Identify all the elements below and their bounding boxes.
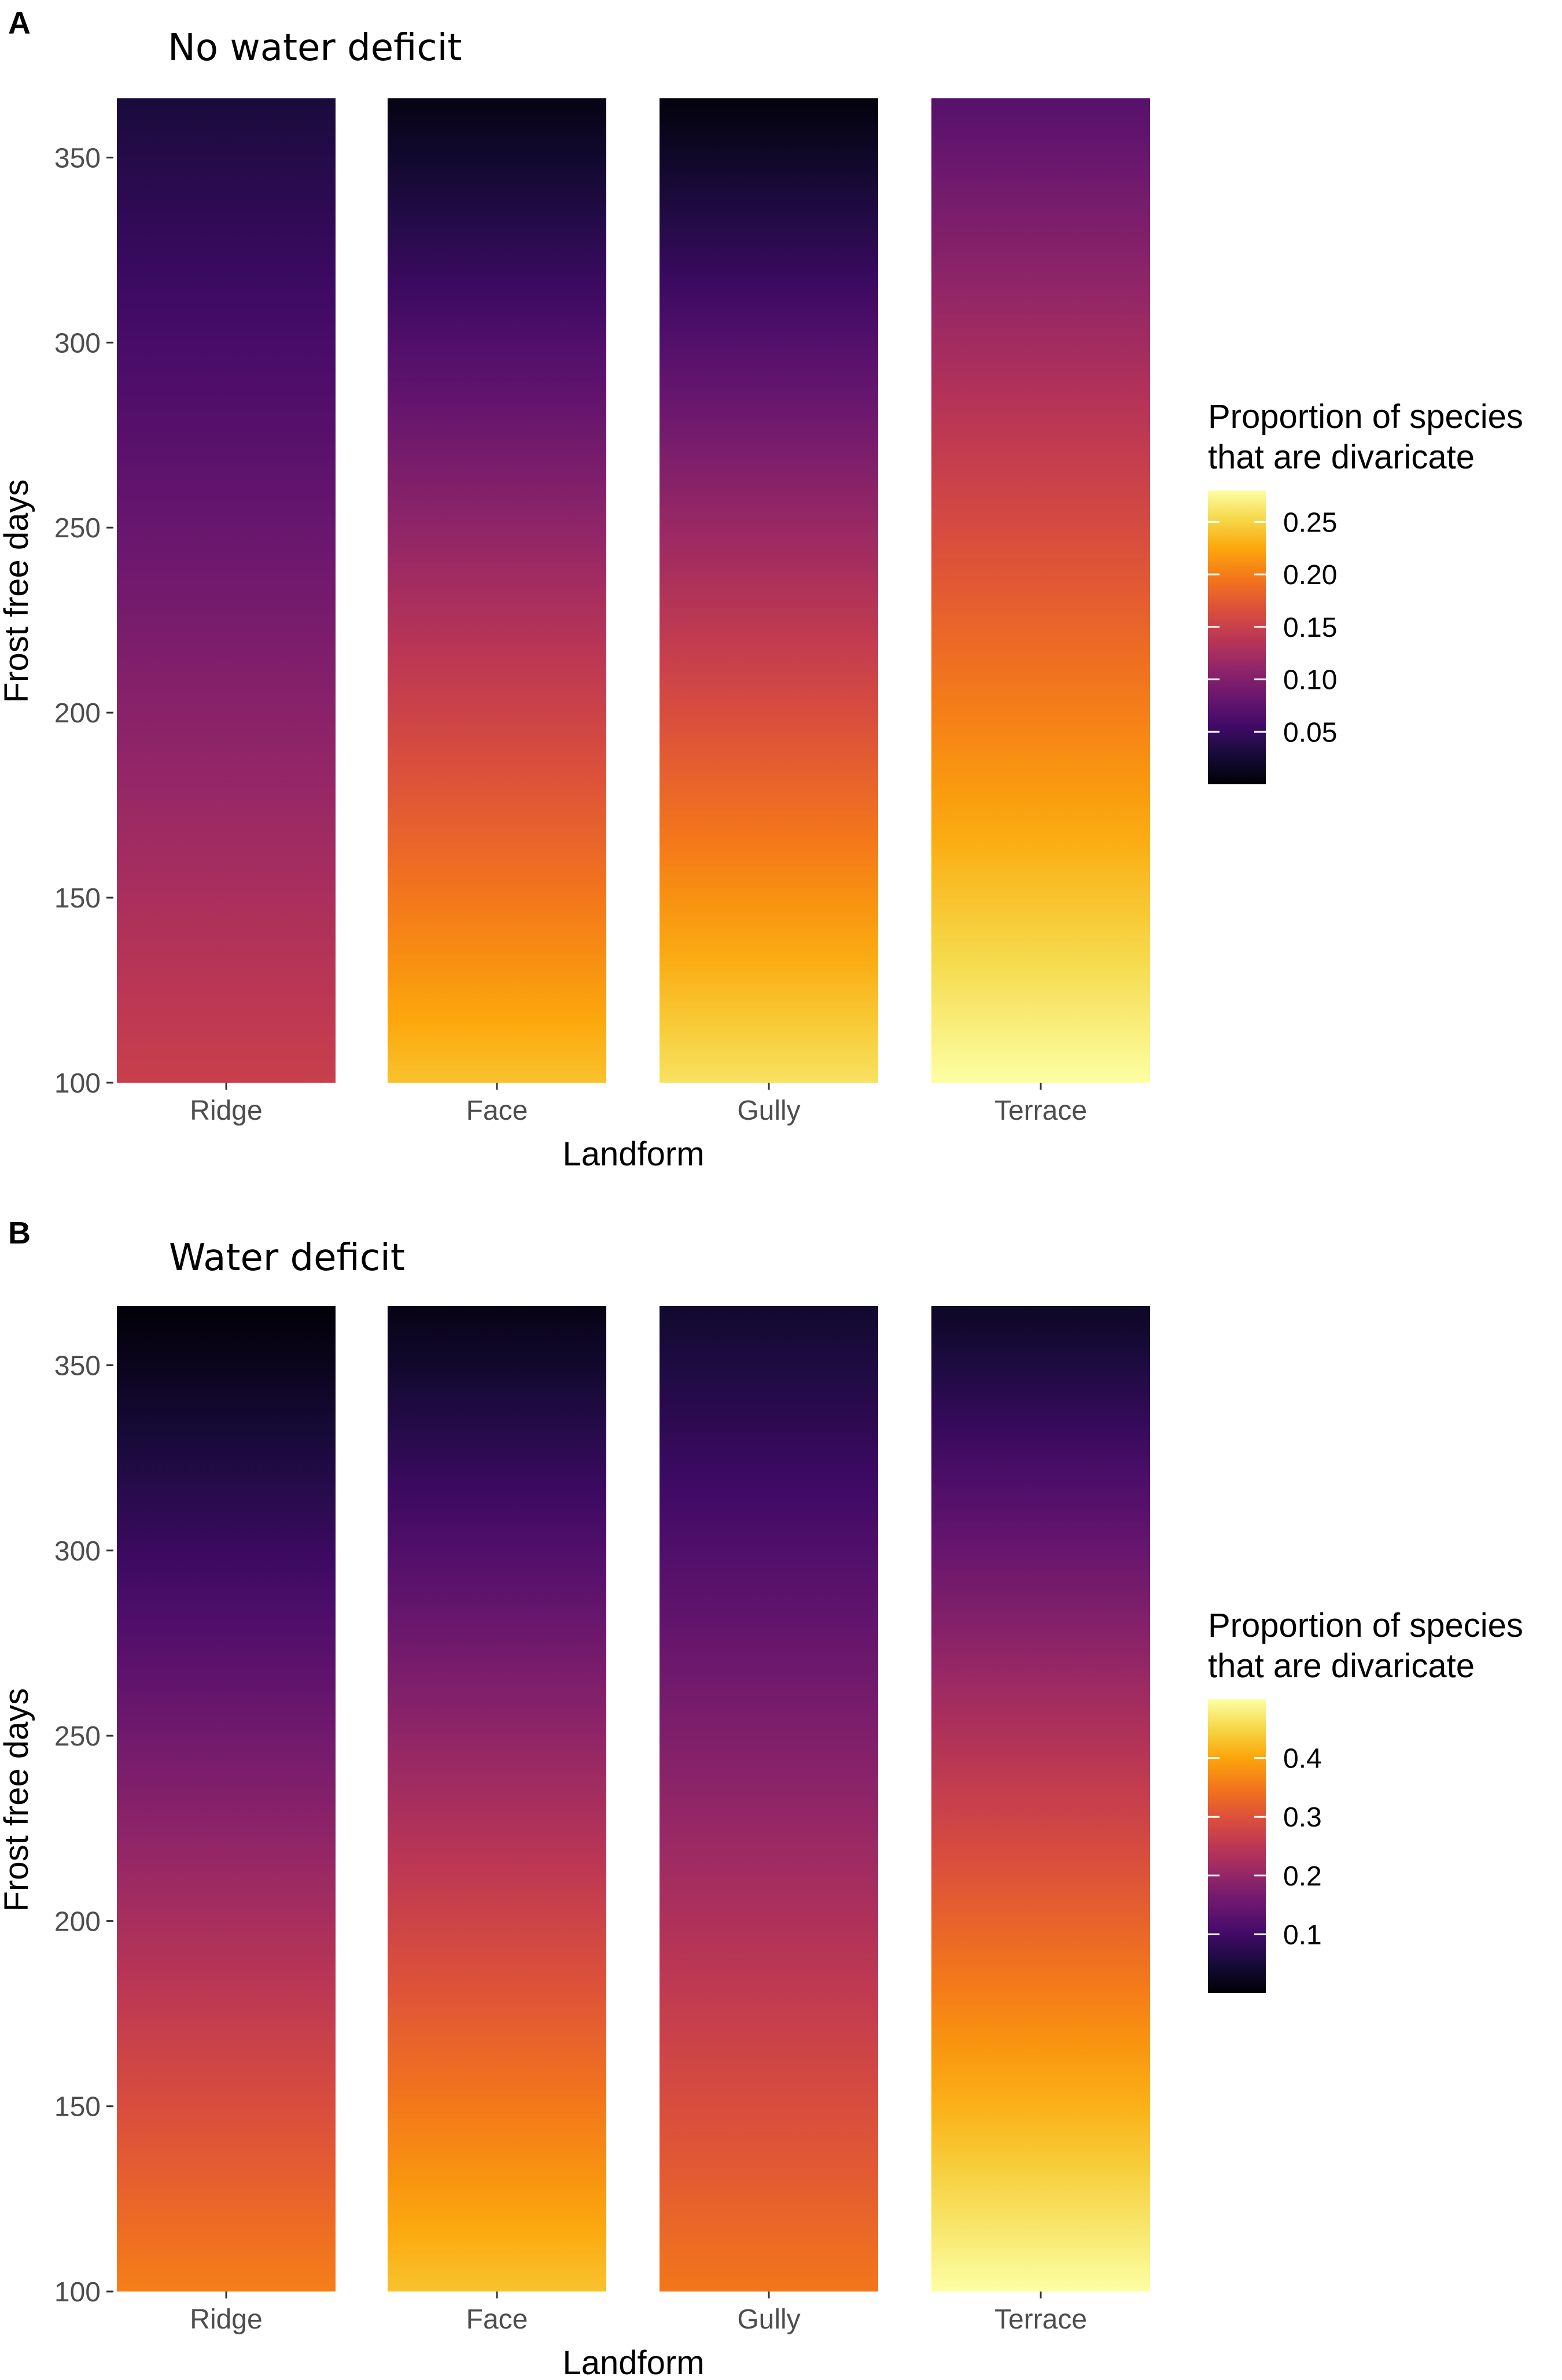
panel-b-column-face (388, 1306, 606, 2292)
panel-b-y-tick-label-350: 350 (54, 1350, 101, 1381)
panel-b-x-tick-label-terrace: Terrace (994, 2304, 1087, 2335)
panel-a-colorbar-label-2: 0.15 (1283, 612, 1337, 643)
panel-a-y-tick-label-200: 200 (54, 698, 101, 729)
panel-b-x-axis-title: Landform (562, 2344, 704, 2380)
panel-a: A No water deficit 100 150 200 250 300 350 Rid… (0, 6, 1523, 1173)
panel-b-y-tick-label-300: 300 (54, 1536, 101, 1567)
panel-a-colorbar-label-4: 0.25 (1283, 507, 1337, 538)
panel-a-column-terrace (931, 98, 1150, 1083)
panel-a-y-tick-label-100: 100 (54, 1068, 101, 1099)
panel-a-y-tick-label-250: 250 (54, 513, 101, 544)
panel-a-x-tick-label-ridge: Ridge (190, 1095, 262, 1126)
panel-a-legend: Proportion of species that are divaricat… (1208, 398, 1523, 784)
panel-a-x-tick-label-face: Face (466, 1095, 528, 1126)
panel-a-y-tick-label-350: 350 (54, 143, 101, 174)
panel-a-y-tick-label-300: 300 (54, 328, 101, 359)
panel-a-letter: A (8, 6, 31, 40)
panel-a-x-tick-label-terrace: Terrace (994, 1095, 1087, 1126)
panel-a-column-face (388, 98, 606, 1083)
panel-a-legend-title-line-1: Proportion of species (1208, 398, 1523, 436)
panel-b-colorbar-label-2: 0.3 (1283, 1802, 1322, 1833)
panel-b-title: Water deficit (169, 1237, 405, 1279)
panel-b-y-tick-label-150: 150 (54, 2092, 101, 2123)
panel-b-legend-colorbar: 0.1 0.2 0.3 0.4 (1208, 1699, 1322, 1993)
panel-b-plot-area: 100 150 200 250 300 350 Ridge Face Gully Terrace (54, 1306, 1150, 2335)
panel-a-colorbar-label-0: 0.05 (1283, 717, 1337, 748)
panel-b-y-tick-label-250: 250 (54, 1721, 101, 1752)
panel-b-column-terrace (931, 1306, 1150, 2292)
panel-a-y-tick-label-150: 150 (54, 883, 101, 914)
panel-a-title: No water deficit (168, 27, 462, 69)
panel-b: B Water deficit 100 150 200 250 300 350 Ridge F… (0, 1216, 1523, 2380)
panel-a-legend-title-line-2: that are divaricate (1208, 438, 1475, 476)
panel-a-colorbar-label-1: 0.10 (1283, 665, 1337, 696)
panel-b-x-tick-label-face: Face (466, 2304, 528, 2335)
panel-b-y-axis-title: Frost free days (0, 1688, 35, 1912)
panel-a-legend-colorbar: 0.05 0.10 0.15 0.20 0.25 (1208, 490, 1337, 784)
panel-b-column-ridge (117, 1306, 336, 2292)
panel-b-column-gully (660, 1306, 878, 2292)
panel-a-plot-area: 100 150 200 250 300 350 Ridge Face Gully Terrace (54, 98, 1150, 1126)
panel-b-letter: B (8, 1216, 31, 1250)
panel-a-y-axis-title: Frost free days (0, 479, 35, 703)
panel-a-x-tick-label-gully: Gully (737, 1095, 800, 1126)
panel-a-colorbar (1208, 490, 1266, 784)
panel-a-colorbar-label-3: 0.20 (1283, 560, 1337, 591)
panel-b-colorbar-label-1: 0.2 (1283, 1861, 1322, 1892)
panel-a-x-axis-title: Landform (562, 1135, 704, 1173)
panel-b-colorbar-label-0: 0.1 (1283, 1920, 1322, 1950)
panel-b-colorbar (1208, 1699, 1266, 1993)
panel-b-y-tick-label-100: 100 (54, 2277, 101, 2308)
panel-b-x-tick-label-gully: Gully (737, 2304, 800, 2335)
panel-b-legend-title-line-1: Proportion of species (1208, 1607, 1523, 1644)
panel-b-y-tick-label-200: 200 (54, 1906, 101, 1937)
panel-b-legend-title-line-2: that are divaricate (1208, 1647, 1475, 1685)
panel-b-x-tick-label-ridge: Ridge (190, 2304, 262, 2335)
panel-a-column-ridge (117, 98, 336, 1083)
panel-b-legend: Proportion of species that are divaricat… (1208, 1607, 1523, 1993)
panel-a-column-gully (660, 98, 878, 1083)
panel-b-colorbar-label-3: 0.4 (1283, 1744, 1322, 1774)
